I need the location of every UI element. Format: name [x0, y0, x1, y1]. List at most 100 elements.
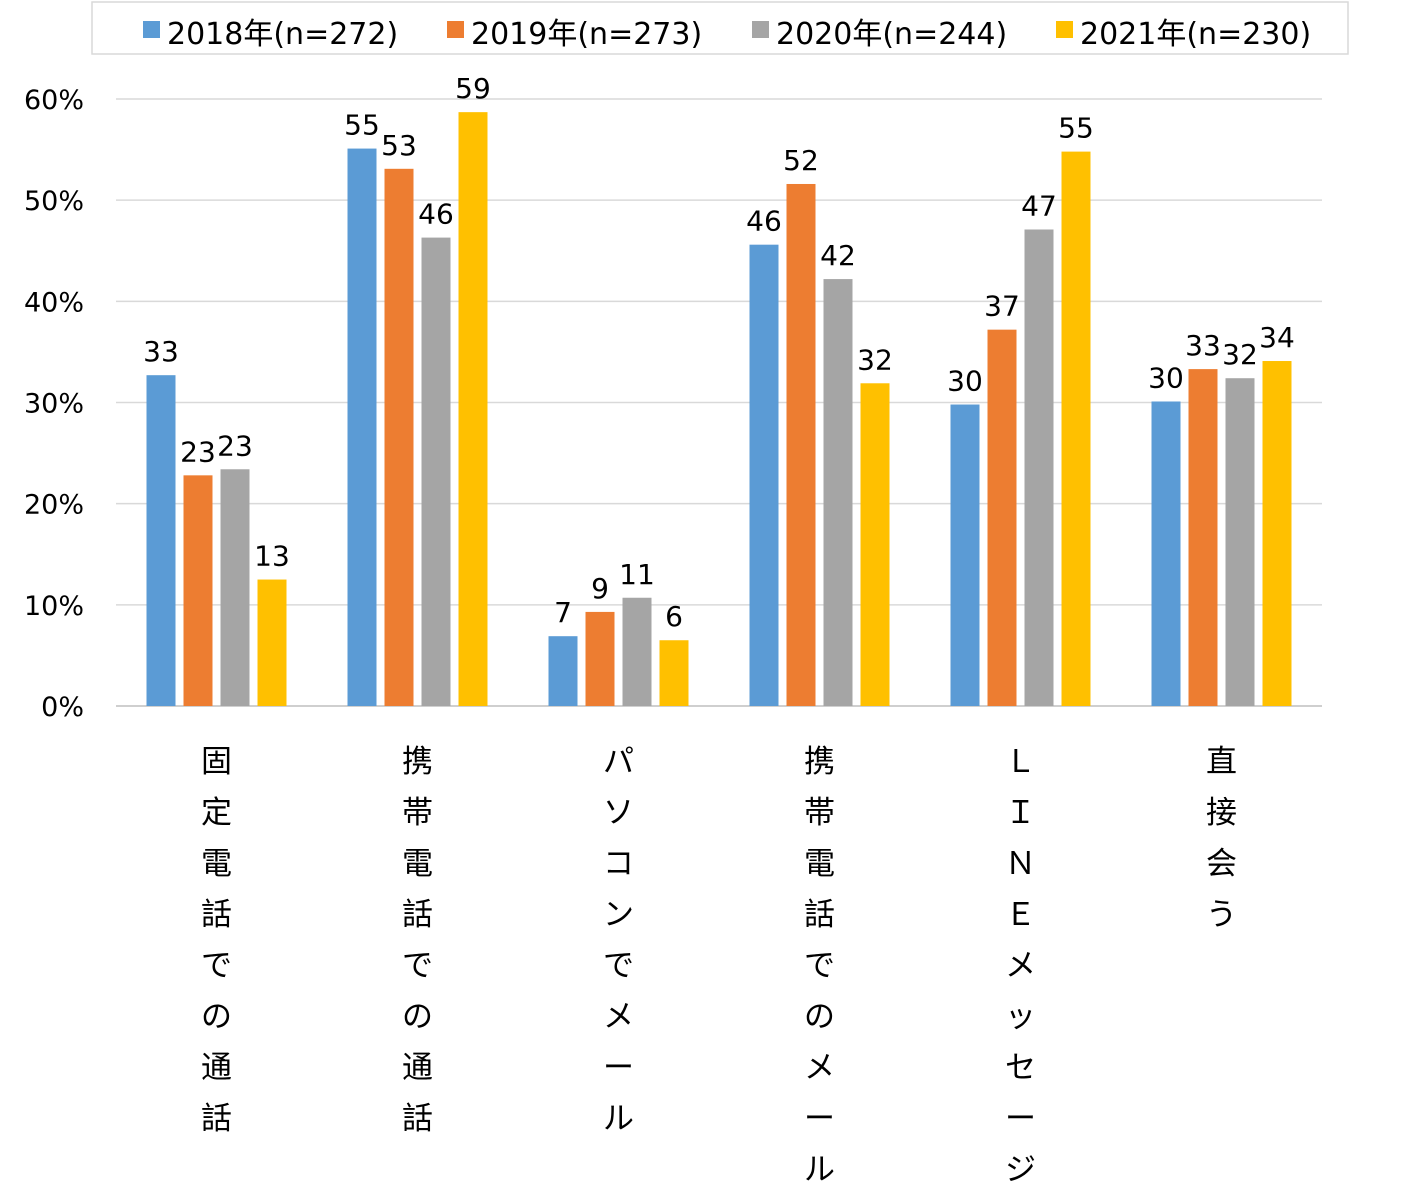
x-category-char: 電 [402, 846, 433, 882]
x-category-char: 話 [201, 1101, 232, 1137]
legend-swatch [752, 21, 769, 38]
bar [823, 279, 853, 706]
x-category-char: ー [603, 1050, 634, 1086]
x-category-char: 接 [1206, 795, 1237, 831]
x-axis-categories: 固定電話での通話携帯電話での通話パソコンでメール携帯電話でのメールＬＩＮＥメッセ… [201, 744, 1237, 1188]
x-category-char: コ [603, 846, 634, 882]
data-label: 7 [554, 596, 572, 629]
bar [987, 329, 1017, 706]
x-category-char: 定 [201, 795, 232, 831]
data-label: 46 [418, 198, 454, 231]
x-category-char: メ [603, 999, 634, 1035]
data-label: 6 [665, 600, 683, 633]
bar [421, 237, 451, 706]
bar [384, 168, 414, 706]
x-category-char: 話 [402, 1101, 433, 1137]
x-category-char: 会 [1206, 846, 1237, 882]
x-category-char: で [201, 948, 232, 984]
bar [1024, 229, 1054, 706]
bar [458, 112, 488, 706]
legend-label: 2018年(n=272) [167, 17, 398, 52]
bar [860, 383, 890, 706]
x-category-char: 電 [804, 846, 835, 882]
bar [1188, 369, 1218, 706]
data-label: 37 [984, 290, 1020, 323]
x-category-char: で [804, 948, 835, 984]
data-label: 13 [254, 540, 290, 573]
x-category-char: セ [1005, 1050, 1036, 1086]
data-label: 32 [1222, 338, 1258, 371]
bar [622, 597, 652, 706]
data-label: 23 [180, 435, 216, 468]
x-category-char: メ [1005, 948, 1036, 984]
data-label: 42 [820, 239, 856, 272]
bar [950, 404, 980, 706]
bar [1151, 401, 1181, 706]
data-label: 59 [455, 72, 491, 105]
bar [1061, 151, 1091, 706]
data-label: 46 [746, 205, 782, 238]
x-category-char: 携 [402, 744, 433, 780]
x-category-char: メ [804, 1050, 835, 1086]
x-category-char: 携 [804, 744, 835, 780]
bar [347, 148, 377, 707]
bar [749, 244, 779, 706]
x-category-char: 話 [402, 897, 433, 933]
y-axis-ticks: 0% 10% 20% 30% 40% 50% 60% [24, 85, 84, 723]
y-tick-label: 10% [24, 591, 84, 622]
data-label: 55 [344, 109, 380, 142]
x-category-char: 話 [804, 897, 835, 933]
x-category-char: 電 [201, 846, 232, 882]
x-category-char: Ｎ [1005, 846, 1036, 882]
x-category-char: 直 [1206, 744, 1237, 780]
data-label: 33 [1185, 329, 1221, 362]
x-category-char: 通 [402, 1050, 433, 1086]
legend-swatch [143, 21, 160, 38]
x-category-char: の [402, 999, 433, 1035]
x-category-char: ン [603, 897, 634, 933]
data-label: 9 [591, 572, 609, 605]
x-category-char: ソ [603, 795, 634, 831]
bar [183, 475, 213, 706]
bar [786, 183, 816, 707]
y-tick-label: 40% [24, 287, 84, 318]
legend-swatch [447, 21, 464, 38]
x-category-char: 帯 [402, 795, 433, 831]
x-category-char: の [804, 999, 835, 1035]
y-tick-label: 20% [24, 490, 84, 521]
x-category-char: ッ [1005, 999, 1036, 1035]
data-label: 30 [1148, 361, 1184, 394]
x-category-char: パ [603, 744, 634, 780]
data-label: 53 [381, 129, 417, 162]
y-tick-label: 50% [24, 186, 84, 217]
data-label: 52 [783, 144, 819, 177]
y-tick-label: 30% [24, 389, 84, 420]
legend-swatch [1056, 21, 1073, 38]
data-label: 34 [1259, 321, 1295, 354]
gridlines [116, 98, 1322, 707]
x-category-char: ル [603, 1101, 634, 1137]
x-category-char: Ｉ [1005, 795, 1036, 831]
bar [220, 469, 250, 706]
legend-label: 2020年(n=244) [776, 17, 1007, 52]
x-category-char: で [402, 948, 433, 984]
data-label: 33 [143, 335, 179, 368]
data-label: 47 [1021, 190, 1057, 223]
bar [1262, 361, 1292, 706]
legend: 2018年(n=272) 2019年(n=273) 2020年(n=244) 2021… [91, 1, 1349, 55]
bars [146, 112, 1292, 707]
legend-box [91, 1, 1349, 55]
x-category-char: Ｌ [1005, 744, 1036, 780]
x-category-char: ー [1005, 1101, 1036, 1137]
data-label: 30 [947, 365, 983, 398]
bar [1225, 378, 1255, 706]
bar [659, 640, 689, 706]
bar [257, 579, 287, 706]
data-label: 32 [857, 343, 893, 376]
